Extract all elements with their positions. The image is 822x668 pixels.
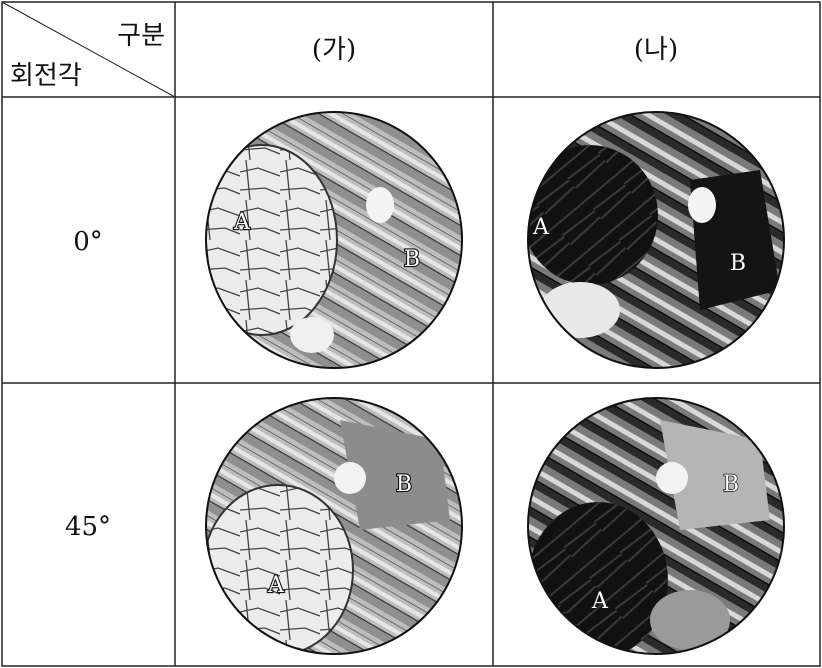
micrograph xyxy=(528,112,784,368)
corner-bottom: 회전각 xyxy=(10,61,82,91)
micrograph xyxy=(206,398,462,654)
corner-top: 구분 xyxy=(117,21,165,51)
grain-label: B xyxy=(404,247,420,272)
grain-label: A xyxy=(591,589,609,614)
row-label: 0° xyxy=(73,227,103,257)
micrograph xyxy=(206,112,462,368)
grain-label: B xyxy=(723,472,739,497)
grain-label: A xyxy=(233,210,251,235)
grain-label: B xyxy=(396,472,412,497)
grain-label: A xyxy=(267,573,285,598)
column-header: (가) xyxy=(312,35,356,65)
micrograph xyxy=(528,398,784,654)
column-header: (나) xyxy=(634,35,678,65)
grain-label: B xyxy=(730,251,746,276)
row-label: 45° xyxy=(65,512,111,542)
grain-label: A xyxy=(532,215,550,240)
